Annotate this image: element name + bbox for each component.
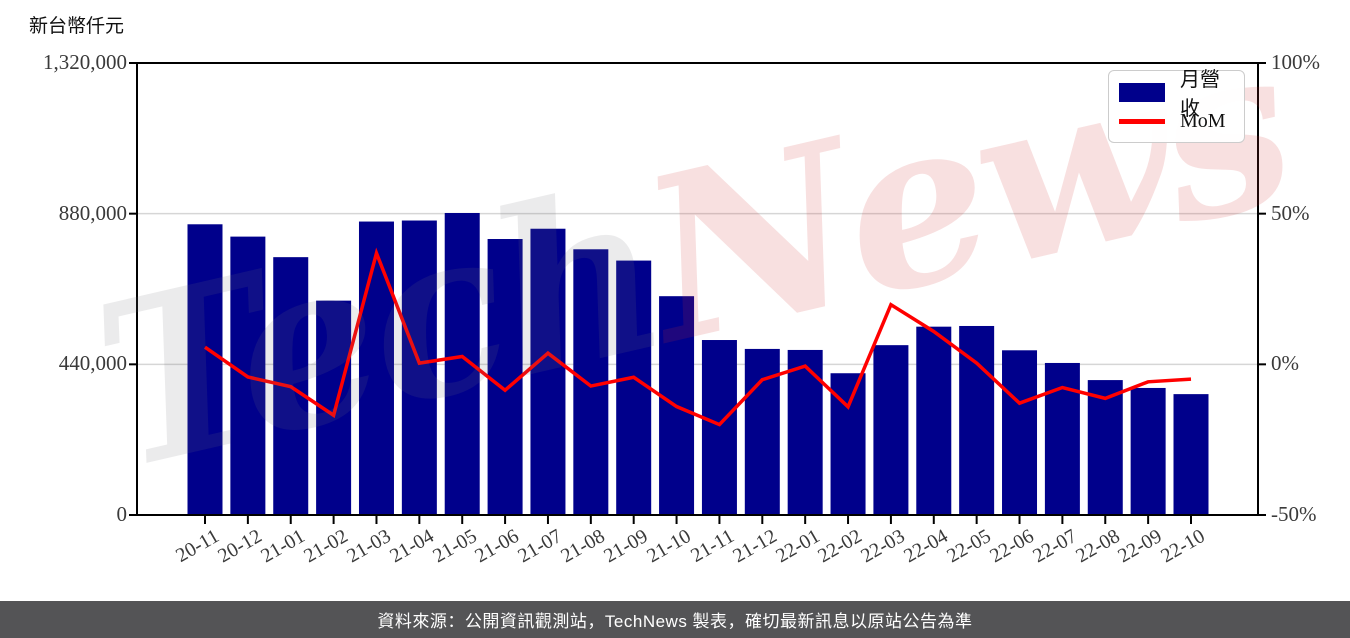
chart-legend: 月營收 MoM <box>1108 69 1245 143</box>
revenue-bar-22-09 <box>1130 387 1166 515</box>
legend-label-mom: MoM <box>1180 109 1226 132</box>
plot-frame <box>136 62 1259 516</box>
revenue-bar-21-04 <box>401 220 437 516</box>
mom-line-swatch <box>1119 118 1165 124</box>
revenue-bar-21-06 <box>487 239 523 516</box>
revenue-bar-22-06 <box>1002 350 1038 515</box>
revenue-bar-20-11 <box>187 224 223 516</box>
revenue-bar-21-12 <box>744 348 780 515</box>
revenue-bar-22-03 <box>873 345 909 515</box>
legend-label-revenue: 月營收 <box>1180 69 1220 120</box>
mom-line <box>204 247 1192 427</box>
revenue-bar-22-05 <box>959 325 995 515</box>
legend-item-mom: MoM <box>1119 108 1234 134</box>
revenue-bar-21-11 <box>701 340 737 515</box>
revenue-bar-swatch <box>1119 82 1165 102</box>
source-caption-text: 資料來源：公開資訊觀測站，TechNews 製表，確切最新訊息以原站公告為準 <box>377 612 973 631</box>
revenue-bar-22-04 <box>916 326 952 515</box>
revenue-bar-22-08 <box>1087 380 1123 515</box>
revenue-bar-22-01 <box>787 349 823 515</box>
revenue-bar-21-03 <box>358 221 394 515</box>
source-caption-bar: 資料來源：公開資訊觀測站，TechNews 製表，確切最新訊息以原站公告為準 <box>0 601 1350 638</box>
y-axis-title: 新台幣仟元 <box>29 16 125 37</box>
revenue-bar-21-09 <box>616 260 652 515</box>
legend-item-revenue: 月營收 <box>1119 69 1234 120</box>
revenue-bar-22-10 <box>1173 394 1209 515</box>
revenue-bar-21-07 <box>530 228 566 515</box>
